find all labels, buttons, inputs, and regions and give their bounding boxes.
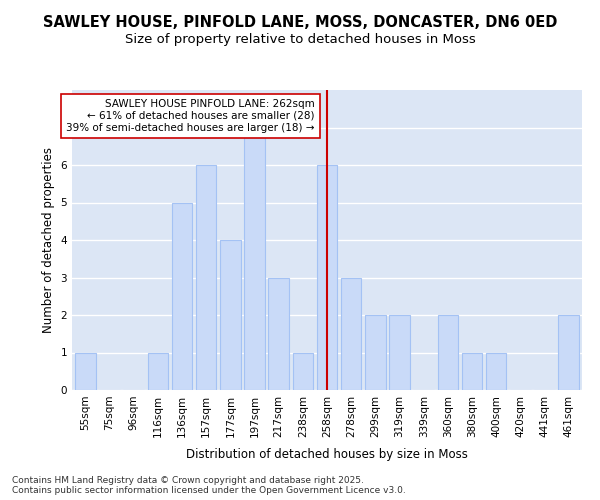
Bar: [172, 202, 192, 390]
Text: Contains HM Land Registry data © Crown copyright and database right 2025.
Contai: Contains HM Land Registry data © Crown c…: [12, 476, 406, 495]
Bar: [462, 352, 482, 390]
Bar: [365, 315, 386, 390]
Bar: [389, 315, 410, 390]
X-axis label: Distribution of detached houses by size in Moss: Distribution of detached houses by size …: [186, 448, 468, 461]
Text: SAWLEY HOUSE, PINFOLD LANE, MOSS, DONCASTER, DN6 0ED: SAWLEY HOUSE, PINFOLD LANE, MOSS, DONCAS…: [43, 15, 557, 30]
Bar: [486, 352, 506, 390]
Bar: [196, 165, 217, 390]
Y-axis label: Number of detached properties: Number of detached properties: [42, 147, 55, 333]
Bar: [317, 165, 337, 390]
Bar: [148, 352, 168, 390]
Bar: [437, 315, 458, 390]
Bar: [268, 278, 289, 390]
Text: Size of property relative to detached houses in Moss: Size of property relative to detached ho…: [125, 32, 475, 46]
Bar: [220, 240, 241, 390]
Bar: [293, 352, 313, 390]
Bar: [75, 352, 95, 390]
Bar: [559, 315, 579, 390]
Text: SAWLEY HOUSE PINFOLD LANE: 262sqm
← 61% of detached houses are smaller (28)
39% : SAWLEY HOUSE PINFOLD LANE: 262sqm ← 61% …: [67, 100, 315, 132]
Bar: [244, 128, 265, 390]
Bar: [341, 278, 361, 390]
